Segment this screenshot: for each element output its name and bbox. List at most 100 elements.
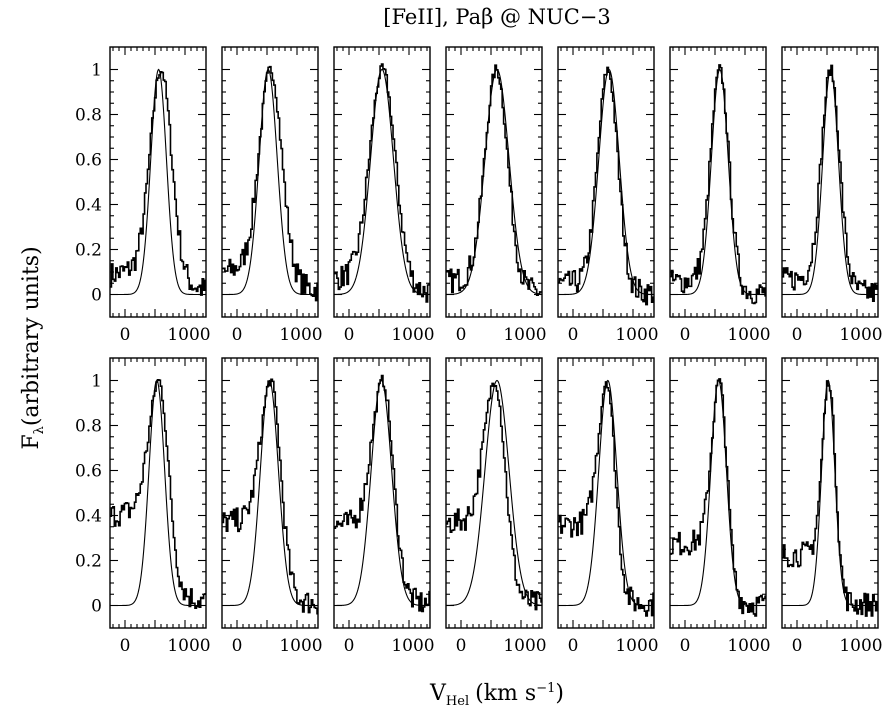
x-axis-label-close: ): [555, 681, 564, 706]
model-curve: [110, 68, 206, 296]
x-tick-label: 0: [344, 636, 355, 656]
panel-frame: [109, 46, 207, 318]
model-curve: [334, 68, 430, 296]
panel-r2-c5: 0 1000: [557, 357, 659, 656]
x-tick-label: 0: [456, 636, 467, 656]
x-tick-label: 1000: [727, 325, 770, 345]
panel-frame: [669, 46, 767, 318]
observed-histogram: [782, 380, 878, 617]
observed-histogram: [334, 374, 430, 613]
panel-frame: [781, 357, 879, 629]
model-curve: [670, 68, 766, 296]
model-curve: [782, 68, 878, 296]
x-tick-label: 0: [120, 325, 131, 345]
panel-r2-c7: 0 1000: [781, 357, 883, 656]
x-tick-label: 0: [792, 325, 803, 345]
y-tick-label: 0.8: [75, 106, 102, 126]
panel-r1-c2: 0 1000: [221, 46, 323, 345]
observed-histogram: [446, 382, 542, 611]
panel-frame: [781, 46, 879, 318]
panel-r1-c3: 0 1000: [333, 46, 435, 345]
y-tick-label: 0.6: [75, 151, 102, 171]
x-tick-label: 1000: [391, 325, 434, 345]
x-tick-label: 0: [680, 325, 691, 345]
x-tick-label: 0: [680, 636, 691, 656]
y-tick-label: 0.2: [75, 552, 102, 572]
x-tick-label: 0: [568, 325, 579, 345]
x-tick-label: 1000: [615, 325, 658, 345]
x-tick-label: 1000: [839, 325, 882, 345]
model-curve: [446, 68, 542, 296]
x-tick-label: 1000: [167, 636, 210, 656]
x-axis-label: VHel (km s−1): [429, 681, 564, 709]
y-tick-label: 0.8: [75, 417, 102, 437]
observed-histogram: [670, 64, 766, 305]
panel-r2-c6: 0 1000: [669, 357, 771, 656]
y-tick-label: 0.4: [75, 196, 102, 216]
y-tick-label: 0.4: [75, 507, 102, 527]
x-tick-label: 0: [792, 636, 803, 656]
observed-histogram: [222, 378, 318, 615]
x-tick-label: 1000: [391, 636, 434, 656]
x-tick-label: 1000: [615, 636, 658, 656]
observed-histogram: [222, 65, 318, 302]
panel-frame: [445, 357, 543, 629]
x-tick-label: 0: [120, 636, 131, 656]
y-tick-label: 0.6: [75, 462, 102, 482]
panel-r1-c6: 0 1000: [669, 46, 771, 345]
y-axis-label-main: F: [19, 434, 44, 449]
panel-frame: [557, 357, 655, 629]
panel-r2-c4: 0 1000: [445, 357, 547, 656]
y-axis-label-rest: (arbitrary units): [19, 246, 44, 426]
x-tick-label: 1000: [167, 325, 210, 345]
y-tick-label: 0.2: [75, 241, 102, 261]
observed-histogram: [334, 63, 430, 303]
y-tick-label: 0: [91, 597, 102, 617]
panel-r2-c2: 0 1000: [221, 357, 323, 656]
panel-r1-c7: 0 1000: [781, 46, 883, 345]
panel-r2-c1: 0 1000 0 0.2 0.4 0.6 0.8 1: [75, 357, 211, 656]
x-axis-label-units: (km s: [475, 681, 536, 706]
observed-histogram: [110, 378, 206, 609]
model-curve: [110, 379, 206, 607]
panel-frame: [109, 357, 207, 629]
x-tick-label: 0: [344, 325, 355, 345]
x-tick-label: 0: [456, 325, 467, 345]
observed-histogram: [782, 64, 878, 303]
chart-title: [FeII], Paβ @ NUC−3: [383, 5, 610, 29]
panel-frame: [333, 357, 431, 629]
model-curve: [558, 68, 654, 296]
x-tick-label: 1000: [279, 325, 322, 345]
model-curve: [446, 379, 542, 607]
x-axis-label-main: V: [429, 681, 447, 706]
model-curve: [222, 379, 318, 607]
y-axis-label: Fλ(arbitrary units): [19, 246, 47, 449]
x-tick-label: 0: [232, 636, 243, 656]
y-tick-label: 1: [91, 372, 102, 392]
x-tick-label: 1000: [503, 636, 546, 656]
panel-r1-c1: 0 1000 0 0.2 0.4 0.6 0.8 1: [75, 46, 211, 345]
panel-frame: [221, 357, 319, 629]
observed-histogram: [558, 66, 654, 306]
model-curve: [558, 379, 654, 607]
x-axis-label-exp: −1: [536, 681, 555, 696]
model-curve: [222, 68, 318, 296]
x-axis-label-sub: Hel: [446, 694, 469, 709]
x-tick-label: 1000: [727, 636, 770, 656]
panel-r1-c4: 0 1000: [445, 46, 547, 345]
x-tick-label: 0: [568, 636, 579, 656]
panel-frame: [669, 357, 767, 629]
x-tick-label: 0: [232, 325, 243, 345]
model-curve: [670, 379, 766, 607]
model-curve: [334, 379, 430, 607]
observed-histogram: [446, 64, 542, 296]
observed-histogram: [558, 381, 654, 617]
x-tick-label: 1000: [839, 636, 882, 656]
model-curve: [782, 379, 878, 607]
panel-frame: [445, 46, 543, 318]
observed-histogram: [110, 70, 206, 296]
y-axis-label-sub: λ: [32, 426, 47, 434]
x-tick-label: 1000: [503, 325, 546, 345]
